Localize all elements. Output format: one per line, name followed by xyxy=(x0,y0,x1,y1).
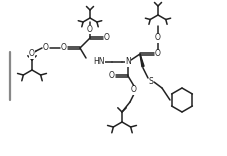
Text: S: S xyxy=(149,78,153,86)
Text: N: N xyxy=(125,58,131,66)
Text: O: O xyxy=(109,71,115,80)
Text: HN: HN xyxy=(93,58,104,66)
Polygon shape xyxy=(140,54,144,67)
Text: O: O xyxy=(104,34,110,42)
Text: O: O xyxy=(155,34,161,42)
Text: O: O xyxy=(29,49,35,58)
Text: O: O xyxy=(43,44,49,53)
Text: O: O xyxy=(155,49,161,58)
Text: O: O xyxy=(61,44,67,53)
Text: O: O xyxy=(87,24,93,34)
Text: O: O xyxy=(131,85,137,95)
